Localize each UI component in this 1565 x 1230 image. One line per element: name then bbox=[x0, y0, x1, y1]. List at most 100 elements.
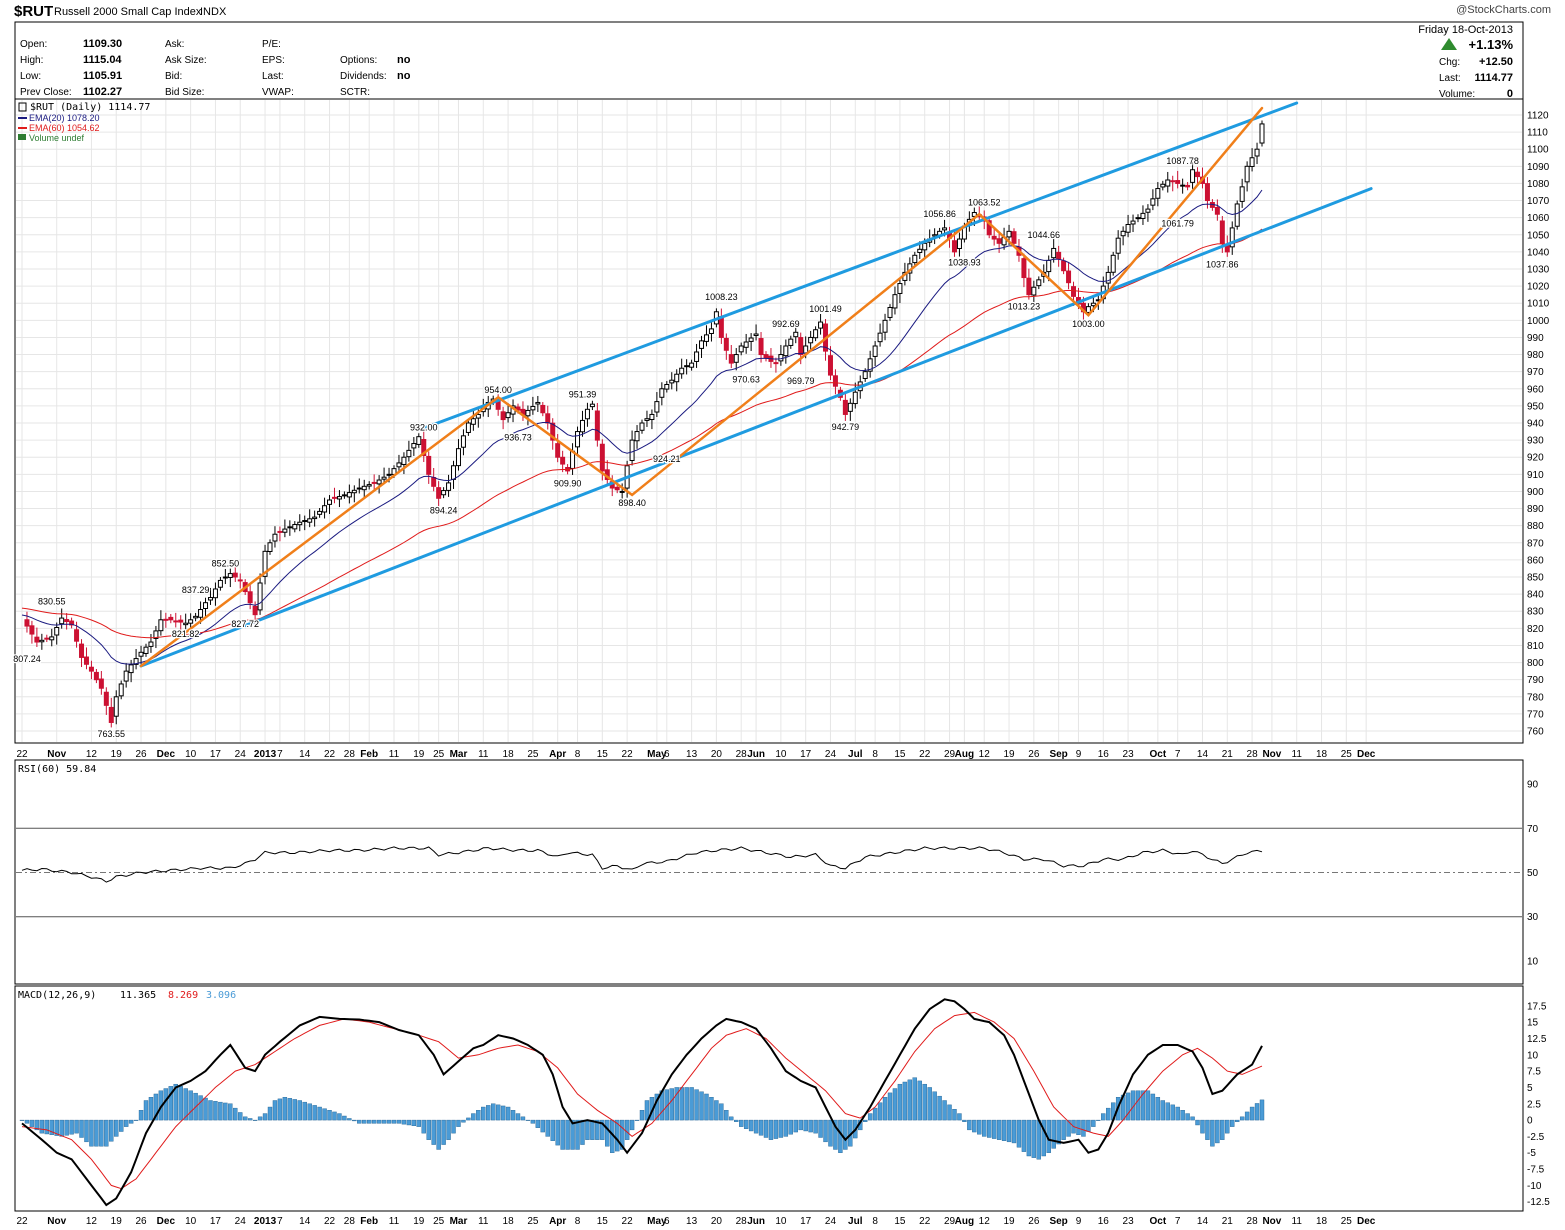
candle-body bbox=[1244, 165, 1250, 183]
macd-histogram-bar bbox=[69, 1119, 74, 1135]
macd-histogram-bar bbox=[1031, 1119, 1037, 1158]
macd-y-tick: 12.5 bbox=[1527, 1034, 1547, 1045]
candle-body bbox=[818, 321, 824, 329]
candle-body bbox=[207, 597, 213, 601]
quote-box bbox=[14, 21, 1524, 100]
candle-body bbox=[341, 494, 347, 497]
macd-histogram-bar bbox=[272, 1100, 278, 1121]
macd-histogram-bar bbox=[818, 1119, 823, 1138]
date-tick-label: Nov bbox=[1262, 749, 1281, 760]
date-tick-label: 12 bbox=[979, 1216, 991, 1227]
macd-histogram-bar bbox=[352, 1119, 357, 1122]
candle-body bbox=[163, 618, 169, 621]
date-tick-label: 6 bbox=[664, 749, 670, 760]
macd-histogram-bar bbox=[1021, 1119, 1027, 1152]
candle-body bbox=[773, 362, 779, 365]
macd-histogram-bar bbox=[619, 1119, 625, 1150]
quote-value: 1102.27 bbox=[83, 86, 122, 98]
macd-histogram-bar bbox=[436, 1119, 441, 1150]
macd-histogram-bar bbox=[441, 1119, 446, 1145]
candle-body bbox=[699, 340, 705, 349]
macd-histogram-bar bbox=[535, 1119, 541, 1128]
macd-histogram-bar bbox=[947, 1104, 952, 1121]
price-annotation: 1003.00 bbox=[1072, 319, 1105, 329]
macd-histogram-bar bbox=[600, 1119, 605, 1140]
price-y-tick: 860 bbox=[1527, 555, 1544, 566]
date-tick-label: Nov bbox=[47, 1216, 66, 1227]
price-annotation: 932.00 bbox=[410, 423, 438, 433]
macd-histogram-bar bbox=[525, 1119, 531, 1121]
macd-histogram-bar bbox=[456, 1119, 461, 1127]
macd-histogram-bar bbox=[1066, 1119, 1071, 1137]
quote-date: Friday 18-Oct-2013 bbox=[1418, 24, 1513, 36]
rsi-y-tick: 50 bbox=[1527, 868, 1539, 879]
date-tick-label: 26 bbox=[1028, 1216, 1040, 1227]
price-y-tick: 760 bbox=[1527, 727, 1544, 738]
candle-body bbox=[932, 234, 938, 237]
candle-body bbox=[1239, 186, 1245, 202]
quote-label: Open: bbox=[20, 39, 47, 50]
macd-histogram-bar bbox=[317, 1106, 322, 1121]
macd-histogram-bar bbox=[1210, 1119, 1215, 1147]
date-tick-label: 15 bbox=[597, 1216, 609, 1227]
macd-histogram-bar bbox=[872, 1107, 878, 1121]
macd-histogram-bar bbox=[937, 1095, 942, 1121]
price-y-tick: 900 bbox=[1527, 487, 1544, 498]
date-tick-label: Jul bbox=[848, 1216, 863, 1227]
candle-body bbox=[1195, 171, 1201, 178]
date-tick-label: 28 bbox=[736, 749, 748, 760]
candle-body bbox=[133, 658, 139, 665]
date-tick-label: Sep bbox=[1049, 1216, 1067, 1227]
quote-mid2: P/E: EPS: Last: VWAP: bbox=[262, 39, 294, 98]
macd-histogram-bar bbox=[391, 1119, 397, 1124]
candle-body bbox=[986, 220, 992, 236]
candle-body bbox=[158, 619, 164, 632]
price-annotation: 1087.78 bbox=[1166, 156, 1199, 166]
date-tick-label: 7 bbox=[1175, 1216, 1181, 1227]
rsi-y-tick: 90 bbox=[1527, 780, 1539, 791]
date-tick-label: 18 bbox=[1316, 1216, 1328, 1227]
macd-histogram-bar bbox=[545, 1119, 550, 1137]
price-y-tick: 1060 bbox=[1527, 213, 1550, 224]
macd-histogram-bar bbox=[942, 1100, 947, 1121]
date-tick-label: Aug bbox=[955, 1216, 974, 1227]
price-y-tick: 960 bbox=[1527, 384, 1544, 395]
quote-value: +12.50 bbox=[1479, 56, 1513, 68]
macd-histogram-bar bbox=[912, 1077, 917, 1121]
date-tick-label: 20 bbox=[711, 749, 723, 760]
macd-histogram-bar bbox=[218, 1101, 223, 1121]
macd-histogram-bar bbox=[962, 1119, 967, 1122]
macd-histogram-bar bbox=[44, 1119, 49, 1135]
macd-histogram-bar bbox=[1215, 1119, 1220, 1144]
candle-body bbox=[545, 413, 551, 424]
macd-histogram-bar bbox=[922, 1083, 927, 1121]
candle-body bbox=[386, 473, 392, 476]
date-tick-label: 11 bbox=[478, 1216, 489, 1227]
date-tick-label: 25 bbox=[527, 749, 539, 760]
macd-histogram-bar bbox=[907, 1079, 913, 1121]
macd-histogram-bar bbox=[798, 1119, 803, 1131]
price-y-tick: 850 bbox=[1527, 573, 1544, 584]
date-tick-label: 7 bbox=[1175, 749, 1181, 760]
candle-body bbox=[222, 576, 228, 579]
macd-histogram-bar bbox=[555, 1119, 560, 1146]
date-tick-label: 14 bbox=[299, 1216, 311, 1227]
quote-label: High: bbox=[20, 55, 43, 66]
date-tick-label: 22 bbox=[622, 1216, 634, 1227]
macd-histogram-bar bbox=[188, 1090, 193, 1121]
date-tick-label: Aug bbox=[955, 749, 974, 760]
price-annotation: 1038.93 bbox=[948, 258, 981, 268]
candle-body bbox=[1175, 180, 1181, 184]
date-tick-label: 26 bbox=[1028, 749, 1040, 760]
macd-histogram-bar bbox=[952, 1109, 957, 1121]
candle-body bbox=[892, 294, 898, 309]
price-y-tick: 1040 bbox=[1527, 247, 1550, 258]
candle-body bbox=[297, 521, 303, 526]
date-tick-label: Apr bbox=[549, 1216, 566, 1227]
macd-histogram-bar bbox=[322, 1108, 327, 1121]
price-y-tick: 1100 bbox=[1527, 145, 1549, 156]
candle-body bbox=[173, 620, 179, 623]
macd-histogram-bar bbox=[897, 1083, 903, 1121]
candle-body bbox=[1254, 148, 1260, 157]
macd-histogram-bar bbox=[530, 1119, 536, 1124]
